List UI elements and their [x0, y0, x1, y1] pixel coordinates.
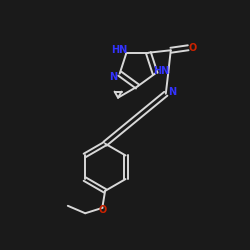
Text: HN: HN: [153, 66, 169, 76]
Text: N: N: [110, 72, 118, 82]
Text: O: O: [188, 43, 197, 53]
Text: O: O: [98, 205, 107, 215]
Text: N: N: [168, 87, 176, 97]
Text: HN: HN: [111, 45, 127, 55]
